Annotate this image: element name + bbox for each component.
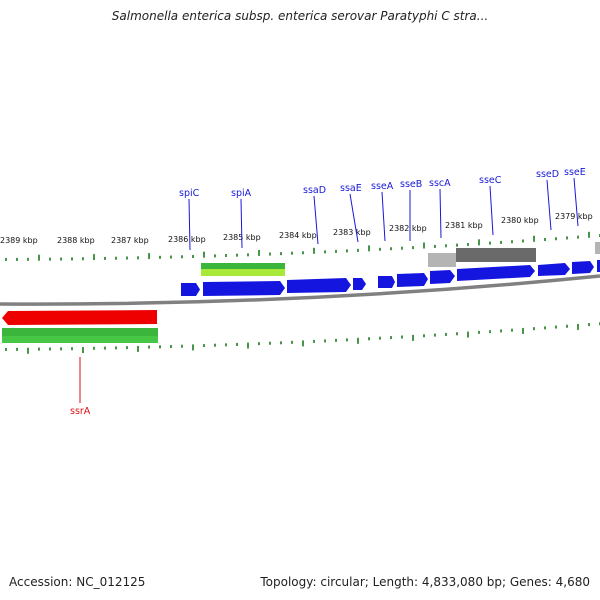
label-leaders [188,177,579,251]
genome-backbone [0,274,600,306]
gene-label-ssec[interactable]: sseC [479,175,502,186]
cds-arrow[interactable] [287,278,351,293]
gene-label-ssed[interactable]: sseD [536,169,559,180]
scale-label: 2383 kbp [333,228,371,237]
scale-label: 2386 kbp [168,235,206,244]
top-scale-ticks [5,231,600,261]
scale-label: 2388 kbp [57,236,95,245]
cds-arrow-reverse-ssra[interactable] [2,310,157,325]
gene-label-ssra[interactable]: ssrA [70,406,91,417]
gene-label-ssad[interactable]: ssaD [303,185,326,196]
gene-label-ssea[interactable]: sseA [371,181,394,192]
cds-arrow[interactable] [203,281,285,296]
gene-label-ssae[interactable]: ssaE [340,183,362,194]
cds-arrow[interactable] [538,263,570,276]
cds-arrow[interactable] [597,260,600,272]
gene-feature-grey-light[interactable] [428,253,456,267]
scale-label: 2382 kbp [389,224,427,233]
cds-arrow[interactable] [181,283,200,296]
forward-cds-track [181,260,600,296]
scale-label: 2380 kbp [501,216,539,225]
gene-label-spic[interactable]: spiC [179,188,200,199]
gene-label-ssee[interactable]: sseE [564,167,586,178]
genome-summary: Topology: circular; Length: 4,833,080 bp… [260,575,590,589]
genome-title: Salmonella enterica subsp. enterica sero… [111,9,489,23]
scale-label: 2379 kbp [555,212,593,221]
gene-label-spia[interactable]: spiA [231,188,252,199]
cds-arrow[interactable] [397,273,428,287]
cds-arrow[interactable] [378,276,395,288]
scale-label: 2389 kbp [0,236,38,245]
gene-feature-grey-dark[interactable] [456,248,536,262]
cds-arrow[interactable] [430,270,455,284]
gene-label-sseb[interactable]: sseB [400,179,422,190]
gene-feature-green-reverse-dark[interactable] [2,328,158,336]
gene-feature-green-reverse-light[interactable] [2,336,158,343]
bottom-scale-ticks [5,322,600,354]
cds-arrow[interactable] [457,265,535,281]
cds-arrow[interactable] [572,261,594,274]
gene-feature-lime-top[interactable] [201,269,285,276]
scale-label: 2381 kbp [445,221,483,230]
gene-feature-green-top[interactable] [201,263,285,269]
gene-label-ssca[interactable]: sscA [429,178,451,189]
cds-arrow[interactable] [353,278,366,290]
scale-label: 2387 kbp [111,236,149,245]
gene-feature-grey-edge[interactable] [595,242,600,254]
accession-label: Accession: NC_012125 [9,575,146,589]
scale-label: 2384 kbp [279,231,317,240]
